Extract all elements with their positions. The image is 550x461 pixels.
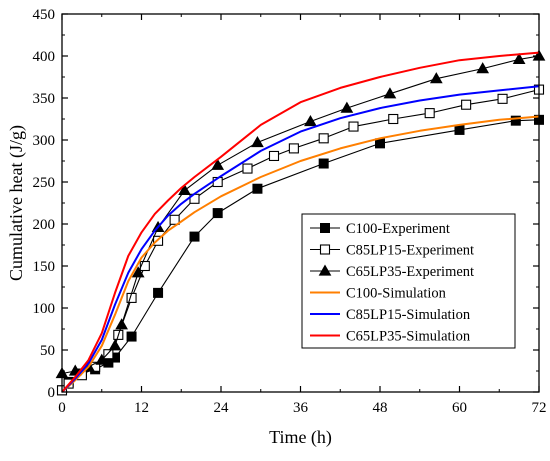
series-line: [61, 51, 540, 393]
y-tick-label: 300: [33, 133, 56, 149]
data-point: [340, 101, 354, 113]
y-tick-label: 150: [33, 259, 56, 275]
y-tick-label: 250: [33, 175, 56, 191]
data-point: [242, 163, 253, 174]
series-3: [61, 115, 540, 393]
legend-label: C100-Simulation: [346, 286, 447, 302]
data-point: [178, 183, 191, 196]
data-point: [497, 93, 508, 104]
x-tick-label: 12: [134, 400, 149, 416]
y-tick-label: 0: [48, 385, 56, 401]
data-point: [388, 113, 399, 125]
data-point: [126, 331, 137, 342]
legend-marker: [319, 244, 331, 255]
series-2: [55, 49, 546, 379]
axis-labels-layer: Time (h) Cumulative heat (J/g): [6, 125, 332, 448]
x-axis-title: Time (h): [269, 427, 332, 448]
x-tick-label: 24: [214, 400, 230, 416]
legend-box: [301, 213, 516, 349]
data-point: [251, 136, 264, 148]
data-point: [268, 150, 280, 162]
legend-label: C85LP15-Experiment: [346, 243, 474, 259]
data-point: [454, 124, 465, 135]
x-tick-label: 48: [373, 400, 388, 416]
data-point: [348, 121, 359, 132]
data-point: [212, 208, 223, 219]
data-point: [375, 138, 385, 149]
data-point: [139, 260, 150, 272]
legend-item: C100-Experiment: [310, 221, 450, 237]
data-point: [211, 158, 225, 170]
x-tick-label: 0: [58, 400, 66, 416]
series-4: [61, 85, 540, 393]
y-tick-label: 350: [33, 91, 56, 107]
legend-marker: [320, 223, 330, 233]
series-5: [61, 51, 540, 393]
data-point: [103, 349, 114, 360]
data-point: [510, 115, 521, 126]
series-layer: [55, 49, 546, 396]
data-point: [318, 133, 329, 144]
legend-label: C65LP35-Experiment: [346, 264, 474, 280]
data-point: [424, 108, 435, 119]
data-point: [189, 231, 200, 242]
data-point: [95, 353, 109, 365]
data-point: [476, 62, 490, 74]
y-tick-label: 100: [33, 301, 56, 317]
data-point: [383, 87, 397, 99]
legend-item: C65LP35-Simulation: [310, 329, 471, 345]
legend-label: C85LP15-Simulation: [346, 307, 471, 323]
legend-marker: [318, 264, 332, 276]
legend-label: C65LP35-Simulation: [346, 329, 471, 345]
x-tick-label: 60: [452, 400, 467, 416]
data-point: [169, 214, 180, 225]
data-point: [108, 339, 122, 351]
y-axis-title: Cumulative heat (J/g): [6, 125, 27, 281]
legend-item: C100-Simulation: [310, 286, 447, 302]
data-point: [288, 143, 299, 154]
legend-item: C65LP35-Experiment: [310, 264, 474, 280]
plot-frame-layer: [61, 13, 540, 393]
legend-label: C100-Experiment: [346, 221, 450, 237]
y-tick-label: 50: [40, 343, 55, 359]
data-point: [318, 158, 329, 169]
x-tick-label: 72: [532, 400, 547, 416]
data-point: [115, 318, 128, 330]
data-point: [153, 287, 164, 298]
data-point: [304, 115, 317, 127]
data-point: [131, 266, 145, 278]
legend: C100-Experiment C85LP15-Experiment C65LP35…: [301, 213, 516, 349]
axes-layer: 0 12 24 36 48 60 72 0 50 100 150 200 250 300 350 400 450: [33, 7, 547, 416]
data-point: [252, 183, 263, 194]
legend-item: C85LP15-Experiment: [310, 243, 474, 259]
series-line: [61, 115, 540, 393]
data-point: [512, 52, 526, 64]
x-tick-label: 36: [293, 400, 309, 416]
y-tick-label: 200: [33, 217, 56, 233]
legend-item: C85LP15-Simulation: [310, 307, 471, 323]
plot-area-border: [61, 13, 540, 393]
y-tick-label: 450: [33, 7, 56, 23]
y-tick-label: 400: [33, 49, 56, 65]
data-point: [461, 99, 472, 110]
data-point: [429, 72, 443, 84]
series-line: [61, 85, 540, 393]
